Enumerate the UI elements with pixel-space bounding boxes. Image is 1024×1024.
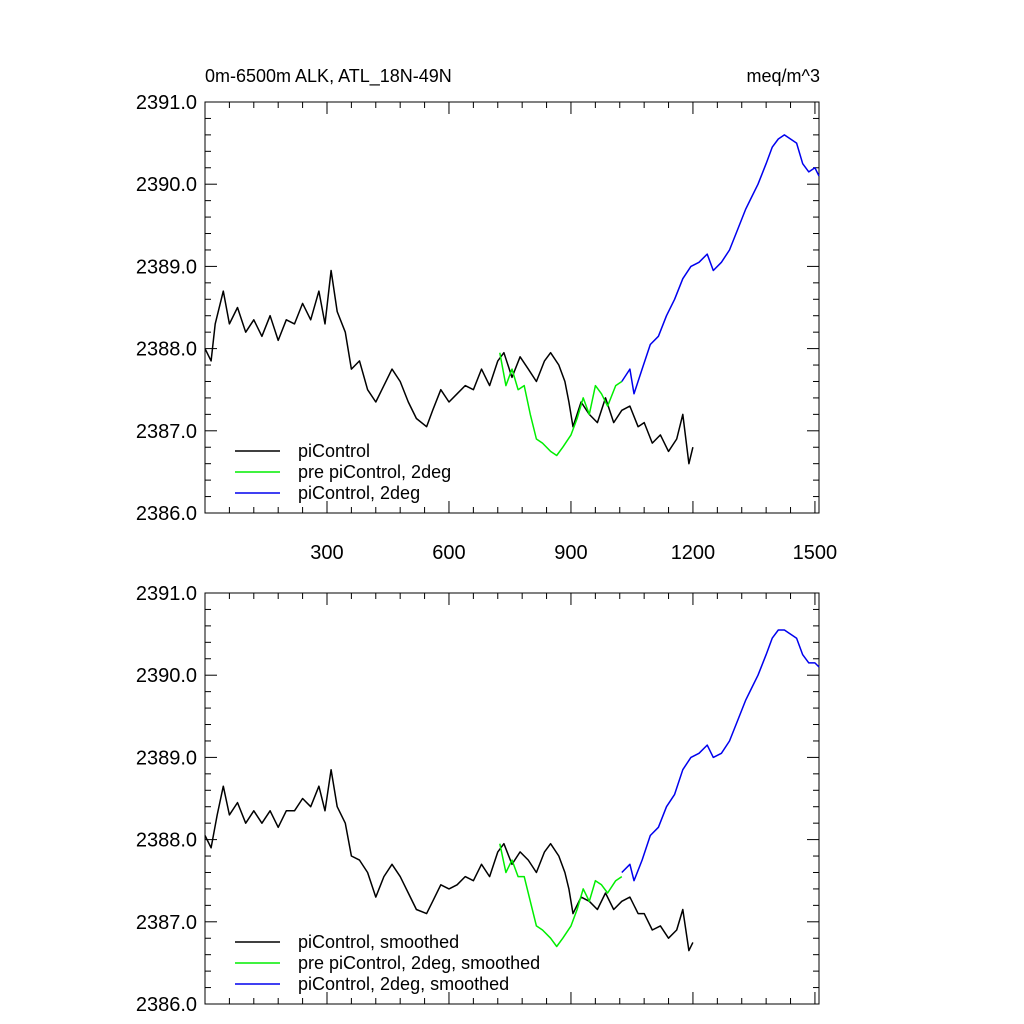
legend-label: pre piControl, 2deg [298,462,451,482]
axis-ticks [205,592,819,1005]
series-line-2 [621,629,820,882]
y-tick-label: 2387.0 [136,912,197,934]
y-tick-labels: 2386.0 2387.0 2388.0 2389.0 2390.0 2391.0 [136,92,197,525]
y-tick-label: 2390.0 [136,174,197,196]
legend-label: piControl [298,441,370,461]
x-tick-label: 1200 [671,542,716,564]
series-line-2 [621,134,820,395]
x-tick-labels: 300 600 900 1200 1500 [310,542,837,564]
series-line-1 [499,352,623,457]
plot-frame [204,101,820,514]
y-tick-label: 2391.0 [136,92,197,114]
series-lines [204,629,820,952]
x-tick-label: 1500 [793,542,838,564]
plot-frame [204,592,820,1005]
legend-label: piControl, 2deg, smoothed [298,974,509,994]
chart-title: 0m-6500m ALK, ATL_18N-49N [205,66,452,87]
y-tick-label: 2387.0 [136,421,197,443]
y-tick-label: 2388.0 [136,339,197,361]
units-label: meq/m^3 [747,66,820,86]
series-line-0 [204,768,694,952]
y-tick-label: 2386.0 [136,503,197,525]
y-tick-labels: 2386.0 2387.0 2388.0 2389.0 2390.0 2391.0 [136,583,197,1016]
legend-label: piControl, 2deg [298,483,420,503]
top-panel: 0m-6500m ALK, ATL_18N-49N meq/m^3 2386.0… [136,66,837,564]
y-tick-label: 2389.0 [136,747,197,769]
axis-ticks [205,101,819,514]
y-tick-label: 2390.0 [136,665,197,687]
y-tick-label: 2391.0 [136,583,197,605]
x-tick-label: 900 [554,542,587,564]
legend-label: piControl, smoothed [298,932,459,952]
x-tick-label: 300 [310,542,343,564]
y-tick-label: 2386.0 [136,994,197,1016]
y-tick-label: 2389.0 [136,256,197,278]
series-line-0 [204,269,694,465]
x-tick-label: 600 [432,542,465,564]
bottom-panel: 2386.0 2387.0 2388.0 2389.0 2390.0 2391.0 piC… [136,583,820,1016]
legend-label: pre piControl, 2deg, smoothed [298,953,540,973]
series-line-1 [499,843,623,948]
series-lines [204,134,820,465]
y-tick-label: 2388.0 [136,830,197,852]
